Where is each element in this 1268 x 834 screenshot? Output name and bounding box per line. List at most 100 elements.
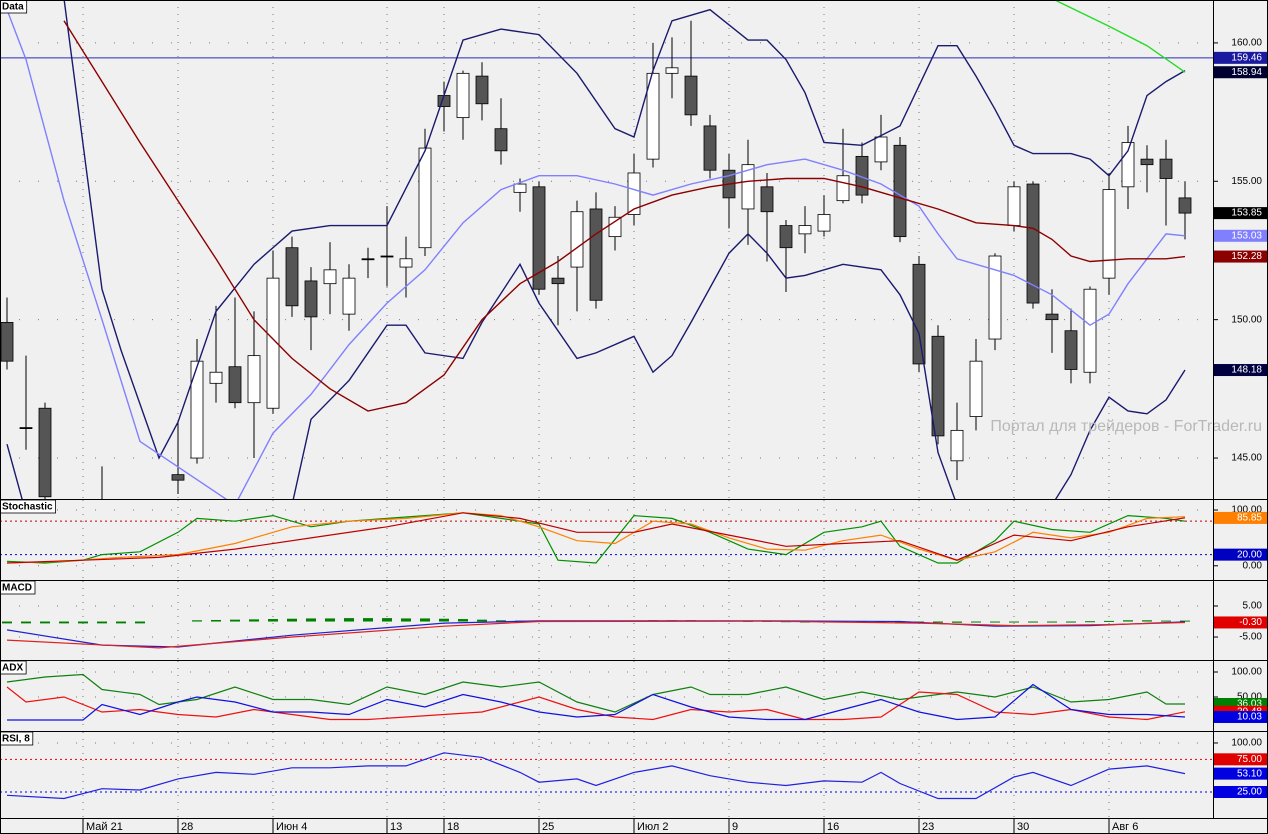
candle-body	[1159, 158, 1173, 179]
histogram-bar	[97, 621, 107, 624]
histogram-bar	[325, 618, 335, 622]
price-tag-label: 153.03	[1231, 230, 1262, 241]
indicator-line	[63, 0, 1186, 460]
candle-body	[304, 280, 318, 318]
candle-body	[570, 211, 584, 268]
histogram-bar	[1123, 620, 1133, 622]
histogram-bar	[249, 619, 259, 622]
indicator-line	[6, 512, 1186, 564]
x-tick-label: Июн 4	[276, 821, 307, 833]
candle-body	[1064, 330, 1078, 370]
candle-body	[893, 144, 907, 238]
histogram-bar	[2, 621, 12, 624]
candle-body	[760, 186, 774, 213]
indicator-line	[6, 673, 1185, 713]
histogram-bar	[135, 621, 145, 624]
candle-body	[1140, 158, 1154, 166]
histogram-bar	[1142, 620, 1152, 622]
candle-body	[361, 258, 375, 261]
price-tag-label: 158.94	[1231, 67, 1262, 78]
price-tag-label: 159.46	[1231, 52, 1262, 63]
price-tag-label: 20.00	[1237, 549, 1262, 560]
candle-body	[247, 355, 261, 404]
histogram-bar	[952, 621, 962, 623]
price-tag	[1214, 207, 1268, 220]
y-tick-label: 100.00	[1231, 505, 1262, 516]
price-tag	[1214, 710, 1268, 723]
x-tick-label: 30	[1017, 821, 1029, 833]
x-tick-label: 18	[447, 821, 459, 833]
y-tick-label: 0.00	[1243, 560, 1263, 571]
candle-body	[589, 208, 603, 301]
candle-body	[19, 427, 33, 429]
price-tag-label: 53.10	[1237, 768, 1262, 779]
candle-body	[665, 67, 679, 74]
candle-body	[209, 371, 223, 384]
candle-body	[171, 474, 185, 481]
histogram-bar	[230, 619, 240, 622]
candle-body	[532, 186, 546, 290]
histogram-bar	[382, 618, 392, 622]
histogram-bar	[971, 621, 981, 623]
price-tag-label: 153.85	[1231, 208, 1262, 219]
indicator-line	[6, 9, 1186, 499]
candle-body	[608, 216, 622, 238]
candle-body	[969, 360, 983, 417]
candle-body	[931, 335, 945, 437]
histogram-bar	[306, 618, 316, 622]
price-tag-label: 10.03	[1237, 712, 1262, 723]
panel-title-box	[0, 0, 28, 14]
candle-body	[1045, 313, 1059, 321]
price-tag-label: 25.00	[1237, 787, 1262, 798]
panel-title: Stochastic	[2, 502, 53, 513]
y-tick-label: 160.00	[1231, 38, 1262, 49]
histogram-bar	[439, 618, 449, 622]
watermark: Портал для трейдеров - ForTrader.ru	[990, 418, 1262, 435]
candle-body	[551, 277, 565, 285]
histogram-bar	[344, 618, 354, 622]
candle-body	[0, 322, 14, 362]
candle-body	[703, 125, 717, 171]
indicator-line	[6, 512, 1186, 564]
price-tag-label: 152.28	[1231, 251, 1262, 262]
panel-plot	[0, 500, 1213, 580]
x-tick-label: Авг 6	[1112, 821, 1138, 833]
panel-title: Data	[2, 2, 24, 13]
x-tick-label: Июл 2	[637, 821, 669, 833]
price-tag-label: 36.03	[1237, 699, 1262, 710]
candle-body	[399, 258, 413, 268]
price-tag	[1214, 229, 1268, 242]
candle-body	[38, 407, 52, 498]
price-tag-label: 75.00	[1237, 754, 1262, 765]
price-tag	[1214, 250, 1268, 263]
histogram-bar	[59, 621, 69, 624]
candle-body	[418, 147, 432, 249]
candle-body	[988, 255, 1002, 340]
price-tag	[1214, 548, 1268, 561]
histogram-bar	[268, 619, 278, 622]
panel-title: ADX	[2, 663, 23, 674]
panel-title-box	[0, 580, 36, 595]
price-tag-label: 85.85	[1237, 513, 1262, 524]
candle-body	[266, 277, 280, 409]
x-tick-label: 23	[922, 821, 934, 833]
y-tick-label: 5.00	[1243, 601, 1263, 612]
x-tick-label: 25	[542, 821, 554, 833]
candle-body	[475, 75, 489, 105]
candle-body	[342, 277, 356, 315]
candle-body	[1026, 183, 1040, 304]
y-tick-label: 50.00	[1237, 692, 1262, 703]
y-tick-label: 155.00	[1231, 176, 1262, 187]
candle-body	[1083, 288, 1097, 373]
panel-background	[0, 732, 1213, 818]
candle-body	[646, 72, 660, 160]
panel-plot	[0, 581, 1213, 660]
histogram-bar	[1047, 621, 1057, 623]
histogram-bar	[1161, 620, 1171, 622]
histogram-bar	[21, 621, 31, 624]
histogram-bar	[116, 621, 126, 624]
indicator-line	[6, 232, 1186, 499]
price-tag	[1214, 616, 1268, 629]
price-tag-label: -0.30	[1239, 617, 1262, 628]
histogram-bar	[1066, 621, 1076, 623]
